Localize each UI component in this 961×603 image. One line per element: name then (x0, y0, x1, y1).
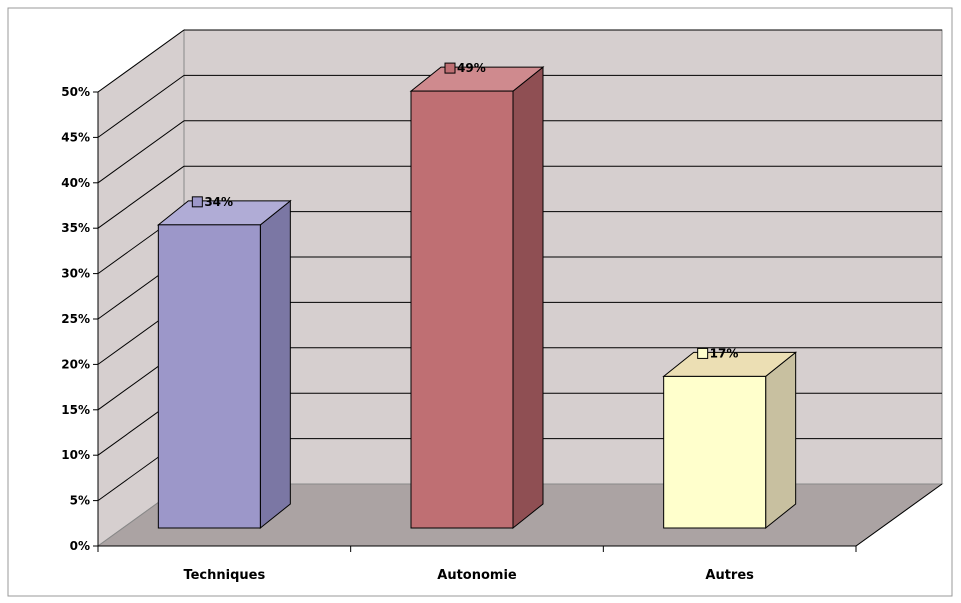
bar (156, 199, 292, 530)
bar-front (410, 90, 514, 529)
bar-front (663, 375, 767, 529)
data-label: 17% (710, 346, 739, 360)
x-category-label: Autonomie (437, 568, 517, 583)
floor-right-edge (855, 483, 943, 547)
y-tick-label: 20% (61, 357, 90, 371)
y-tick-label: 15% (61, 403, 90, 417)
bar-side (512, 66, 544, 530)
data-label: 49% (457, 61, 486, 75)
y-tick-label: 35% (61, 221, 90, 235)
bar (662, 351, 798, 530)
data-label: 34% (204, 195, 233, 209)
y-tick-label: 25% (61, 312, 90, 326)
gridline-side (97, 74, 185, 138)
y-tick-label: 30% (61, 267, 90, 281)
data-label-key (444, 62, 456, 74)
y-tick-label: 5% (70, 494, 90, 508)
bar-side (259, 199, 291, 530)
bar (409, 66, 545, 530)
x-axis-category-labels: Techniques Autonomie Autres (183, 568, 754, 583)
y-tick-label: 50% (61, 85, 90, 99)
gridlines (97, 29, 942, 502)
bars (156, 66, 798, 530)
x-category-label: Techniques (183, 568, 265, 583)
x-category-label: Autres (705, 568, 754, 583)
y-tick-label: 40% (61, 176, 90, 190)
y-tick-label: 0% (70, 539, 90, 553)
y-tick-label: 10% (61, 448, 90, 462)
data-labels: 34% 49% 17% (191, 61, 739, 360)
gridline-side (97, 29, 185, 93)
gridline-side (97, 165, 185, 229)
data-label-key (697, 347, 709, 359)
y-axis-tick-labels: 0% 5% 10% 15% 20% 25% 30% 35% 40% 45% 50% (61, 85, 90, 553)
axes (93, 91, 943, 552)
data-label-key (191, 196, 203, 208)
bar-front (157, 224, 261, 529)
gridline-side (97, 120, 185, 184)
y-tick-label: 45% (61, 130, 90, 144)
bar-side (765, 351, 797, 530)
